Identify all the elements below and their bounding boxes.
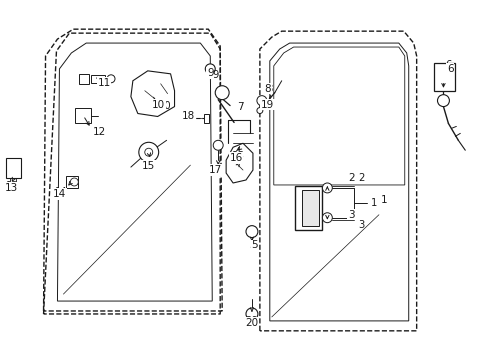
- Text: 13: 13: [5, 183, 19, 193]
- Circle shape: [245, 308, 257, 320]
- Bar: [66, 176, 78, 188]
- Bar: [204, 113, 209, 123]
- Bar: [294, 186, 322, 230]
- Text: 20: 20: [245, 318, 258, 328]
- Text: 18: 18: [182, 112, 195, 121]
- Circle shape: [139, 142, 158, 162]
- Circle shape: [213, 140, 223, 150]
- Text: 17: 17: [209, 165, 222, 175]
- Circle shape: [205, 64, 215, 74]
- Circle shape: [215, 86, 229, 100]
- Circle shape: [322, 183, 332, 193]
- Bar: [6, 158, 20, 178]
- Text: 6: 6: [444, 60, 451, 70]
- Text: 6: 6: [446, 64, 453, 74]
- Text: 11: 11: [97, 78, 110, 88]
- Text: 8: 8: [264, 84, 270, 94]
- Text: 18: 18: [183, 112, 196, 121]
- Text: 2: 2: [357, 173, 364, 183]
- Circle shape: [256, 108, 263, 113]
- Circle shape: [144, 148, 152, 156]
- Text: 19: 19: [261, 100, 274, 109]
- Text: 3: 3: [357, 220, 364, 230]
- Circle shape: [245, 226, 257, 238]
- Text: 2: 2: [347, 173, 354, 183]
- Text: 7: 7: [234, 104, 241, 113]
- Text: 5: 5: [251, 240, 258, 251]
- Bar: [301, 190, 319, 226]
- Text: 16: 16: [231, 151, 244, 161]
- Text: 12: 12: [91, 127, 103, 138]
- Text: 9: 9: [206, 68, 213, 78]
- Bar: [79, 74, 89, 84]
- Text: 1: 1: [380, 195, 386, 205]
- Text: 17: 17: [208, 165, 222, 175]
- Text: 8: 8: [266, 84, 272, 94]
- Text: 19: 19: [263, 100, 276, 109]
- Text: 12: 12: [92, 127, 105, 138]
- Text: 13: 13: [5, 181, 18, 191]
- Text: 11: 11: [100, 78, 112, 88]
- Text: 10: 10: [152, 100, 165, 109]
- Bar: [75, 108, 91, 123]
- Text: 14: 14: [55, 187, 68, 197]
- Circle shape: [437, 95, 448, 107]
- Circle shape: [70, 178, 78, 186]
- Text: 7: 7: [236, 102, 243, 112]
- Circle shape: [256, 96, 266, 105]
- Text: 4: 4: [234, 153, 241, 163]
- Text: 20: 20: [245, 316, 258, 326]
- Circle shape: [107, 75, 115, 83]
- Text: 5: 5: [248, 240, 255, 251]
- Text: 4: 4: [234, 147, 241, 157]
- Text: 1: 1: [370, 198, 376, 208]
- Bar: [91, 75, 105, 83]
- Bar: [433, 63, 454, 91]
- Text: 14: 14: [53, 189, 66, 199]
- Text: 15: 15: [144, 160, 157, 170]
- Circle shape: [322, 213, 332, 223]
- Text: 9: 9: [212, 70, 218, 80]
- Text: 15: 15: [142, 161, 155, 171]
- Text: 10: 10: [159, 100, 172, 111]
- Text: 3: 3: [347, 210, 354, 220]
- Text: 16: 16: [229, 153, 242, 163]
